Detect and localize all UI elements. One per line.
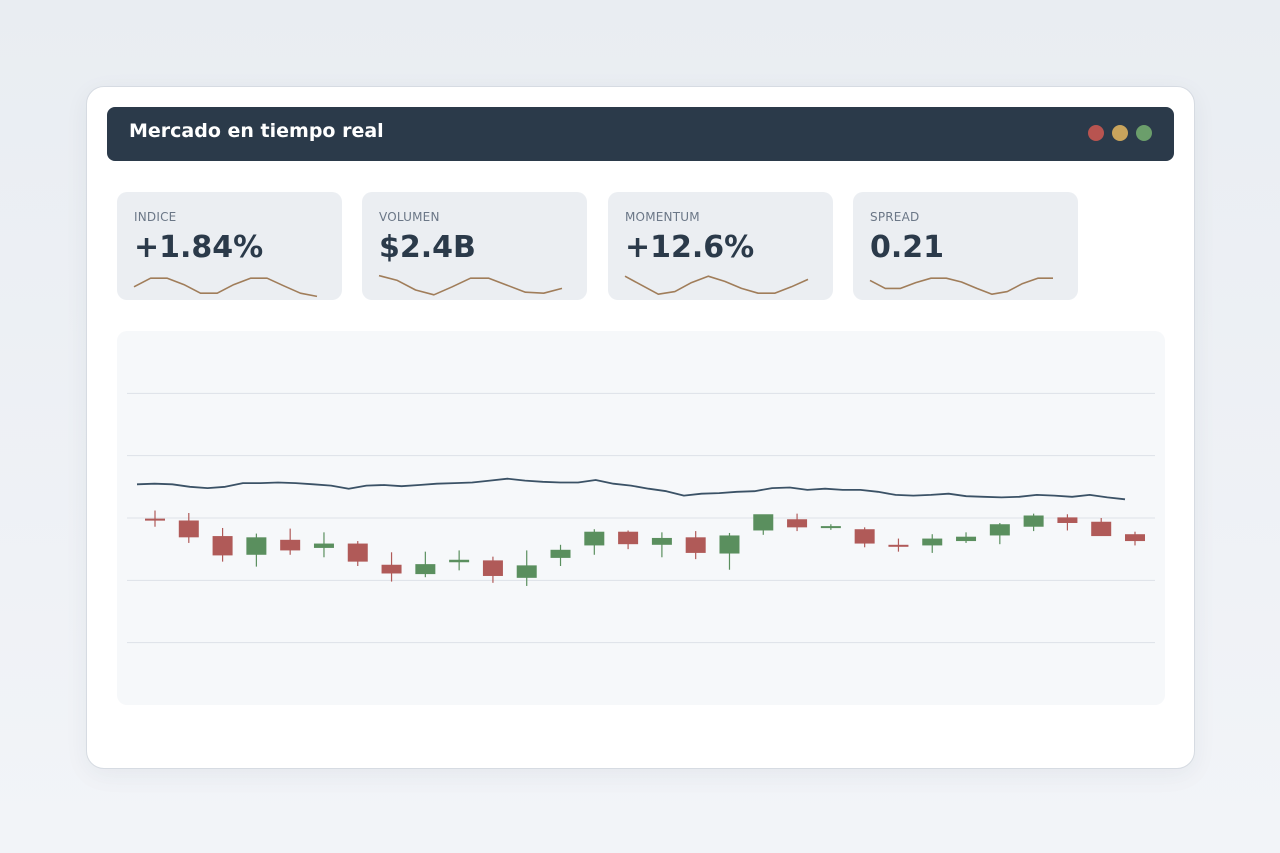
candle-body [1091,521,1112,537]
metric-card-indice: INDICE +1.84% [117,192,342,300]
candle-body [313,543,334,548]
candle-body [820,526,841,529]
window-title: Mercado en tiempo real [129,120,384,142]
candle-body [280,539,301,551]
price-line [136,477,1126,501]
maximize-button[interactable] [1136,125,1152,141]
metric-value: +12.6% [625,230,755,265]
candle-body [753,514,774,531]
metric-value: $2.4B [379,230,476,265]
candle-body [415,564,436,575]
candle-body [787,519,808,528]
sparkline [869,277,1053,296]
candle-body [212,536,233,556]
metric-label: MOMENTUM [625,210,700,224]
window-controls [1088,125,1152,141]
sparkline-chart [624,275,809,296]
sparkline [378,274,563,296]
metric-label: INDICE [134,210,177,224]
candle-body [145,518,165,521]
candle-body [1125,534,1145,542]
candle-body [1057,517,1078,523]
metric-label: SPREAD [870,210,920,224]
candle-body [584,531,605,546]
candle-body [482,560,503,576]
sparkline-chart [378,274,563,296]
metric-label: VOLUMEN [379,210,440,224]
candle-body [651,537,672,545]
candle-body [516,565,537,578]
sparkline-chart [133,277,318,298]
minimize-button[interactable] [1112,125,1128,141]
candle-body [618,531,639,545]
candle-body [888,544,909,547]
sparkline-chart [869,277,1053,296]
sparkline [624,275,809,296]
metric-card-momentum: MOMENTUM +12.6% [608,192,833,300]
candle-body [922,538,943,546]
candle-body [854,529,875,544]
candle-body [347,543,368,562]
candle-body [956,536,977,542]
candle-body [178,520,199,538]
candle-body [381,564,402,574]
candlestick-chart [127,392,1155,644]
metric-card-volumen: VOLUMEN $2.4B [362,192,587,300]
candle-body [449,559,470,563]
candle-body [685,537,706,553]
candle-body [719,535,740,554]
candle-body [1023,515,1044,527]
candlestick-chart-panel [117,331,1165,705]
metric-card-spread: SPREAD 0.21 [853,192,1078,300]
metric-value: +1.84% [134,230,264,265]
app-window: Mercado en tiempo real INDICE +1.84% VOL… [86,86,1195,769]
metric-value: 0.21 [870,230,945,265]
candle-body [246,537,267,555]
sparkline [133,277,318,298]
title-bar: Mercado en tiempo real [107,107,1174,161]
close-button[interactable] [1088,125,1104,141]
candle-body [550,549,571,558]
candle-body [989,524,1010,536]
